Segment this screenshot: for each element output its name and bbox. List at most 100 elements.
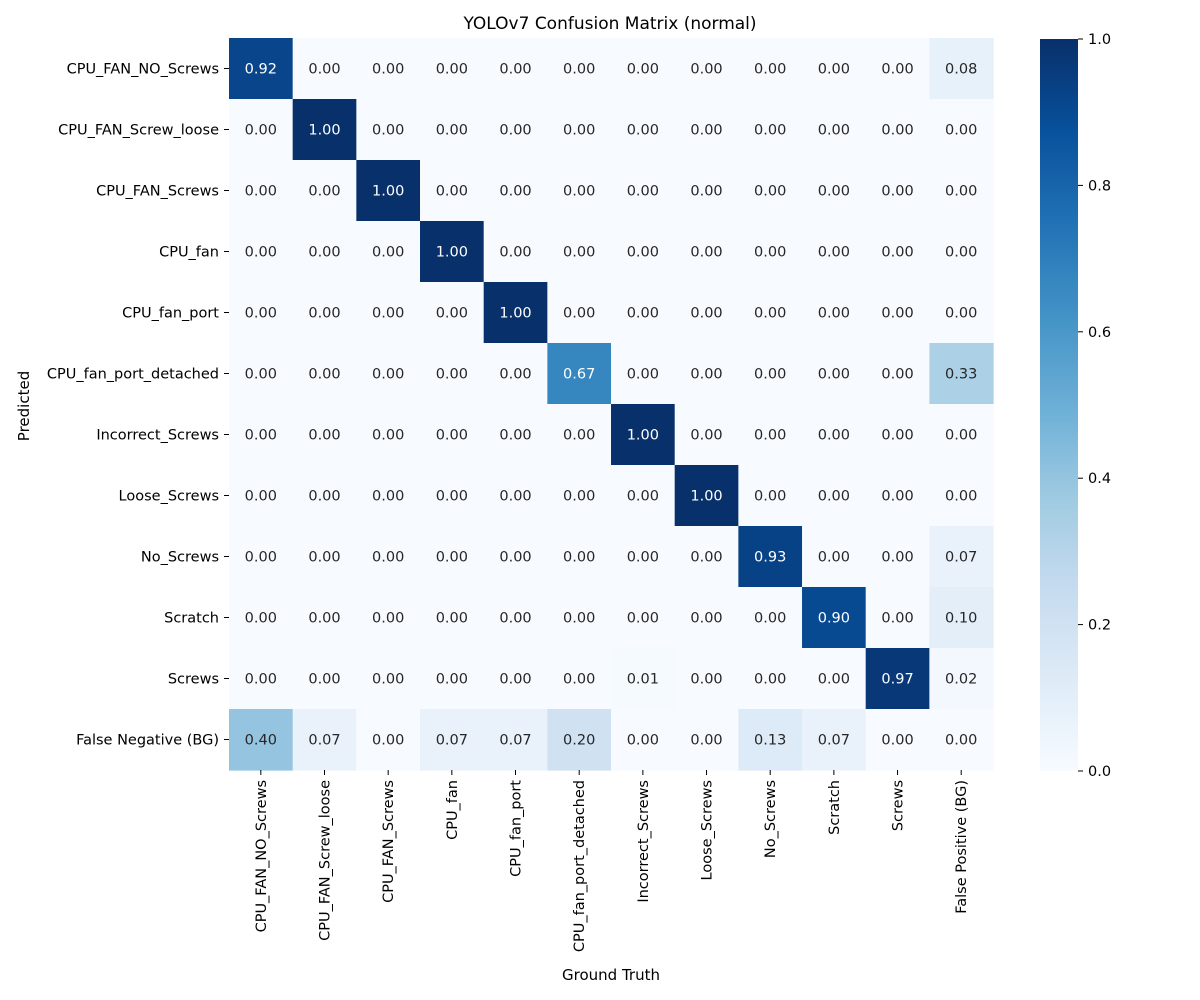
y-tick-label: CPU_fan xyxy=(159,245,219,261)
heatmap-cell xyxy=(674,709,739,771)
heatmap-cell xyxy=(674,465,739,527)
y-tick-label: CPU_FAN_Screws xyxy=(96,184,219,200)
cell-value-label: 0.07 xyxy=(436,733,468,749)
cell-value-label: 0.00 xyxy=(690,367,722,383)
heatmap-cell xyxy=(802,38,867,100)
cell-value-label: 0.00 xyxy=(627,489,659,505)
cell-value-label: 0.00 xyxy=(436,123,468,139)
heatmap-cell xyxy=(356,465,421,527)
heatmap-cell xyxy=(929,38,994,100)
heatmap-cell xyxy=(483,38,548,100)
heatmap-cell xyxy=(483,221,548,283)
cell-value-label: 0.00 xyxy=(563,672,595,688)
cell-value-label: 0.00 xyxy=(372,428,404,444)
cell-value-label: 0.00 xyxy=(563,123,595,139)
cell-value-label: 0.00 xyxy=(499,62,531,78)
heatmap-cell xyxy=(865,404,930,466)
cell-value-label: 0.40 xyxy=(245,733,277,749)
heatmap-cell xyxy=(611,282,676,344)
colorbar-tick-label: 0.0 xyxy=(1088,764,1111,780)
heatmap-cell xyxy=(547,526,612,588)
heatmap-cell xyxy=(611,587,676,649)
heatmap-cell xyxy=(802,587,867,649)
heatmap-cell xyxy=(292,526,357,588)
cell-value-label: 0.00 xyxy=(818,306,850,322)
heatmap-cell xyxy=(292,709,357,771)
heatmap-cell xyxy=(674,648,739,710)
cell-value-label: 0.00 xyxy=(945,306,977,322)
cell-value-label: 0.00 xyxy=(308,611,340,627)
heatmap-cell xyxy=(929,404,994,466)
cell-value-label: 0.00 xyxy=(436,672,468,688)
heatmap-cell xyxy=(929,282,994,344)
y-tick-label: CPU_FAN_Screw_loose xyxy=(58,123,219,139)
cell-value-label: 0.00 xyxy=(372,611,404,627)
heatmap-cell xyxy=(229,99,294,161)
cell-value-label: 1.00 xyxy=(690,489,722,505)
x-tick-label: CPU_FAN_Screws xyxy=(381,780,397,903)
heatmap-cell xyxy=(547,465,612,527)
heatmap-cell xyxy=(611,343,676,405)
cell-value-label: 0.00 xyxy=(881,367,913,383)
cell-value-label: 0.00 xyxy=(627,611,659,627)
heatmap-cell xyxy=(420,648,485,710)
heatmap-cell xyxy=(611,465,676,527)
heatmap-cell xyxy=(356,709,421,771)
cell-value-label: 0.00 xyxy=(436,489,468,505)
cell-value-label: 0.00 xyxy=(499,672,531,688)
heatmap-cell xyxy=(420,587,485,649)
cell-value-label: 0.00 xyxy=(945,489,977,505)
cell-value-label: 0.00 xyxy=(754,367,786,383)
cell-value-label: 0.90 xyxy=(818,611,850,627)
heatmap-cell xyxy=(738,404,803,466)
cell-value-label: 0.00 xyxy=(308,367,340,383)
heatmap-cell xyxy=(929,465,994,527)
heatmap-cell xyxy=(547,99,612,161)
cell-value-label: 0.00 xyxy=(245,550,277,566)
heatmap-cell xyxy=(865,221,930,283)
heatmap-cell xyxy=(356,38,421,100)
heatmap-cell xyxy=(738,38,803,100)
cell-value-label: 0.00 xyxy=(499,489,531,505)
y-tick-label: Loose_Screws xyxy=(119,489,219,505)
heatmap-cell xyxy=(292,221,357,283)
heatmap-cell xyxy=(802,221,867,283)
cell-value-label: 0.00 xyxy=(690,123,722,139)
heatmap-cell xyxy=(356,282,421,344)
cell-value-label: 0.00 xyxy=(945,123,977,139)
cell-value-label: 0.00 xyxy=(754,245,786,261)
cell-value-label: 0.00 xyxy=(372,245,404,261)
heatmap-cell xyxy=(229,160,294,222)
heatmap-cell xyxy=(356,526,421,588)
x-tick-label: CPU_fan_port xyxy=(509,780,525,877)
cell-value-label: 0.00 xyxy=(372,367,404,383)
cell-value-label: 0.00 xyxy=(754,184,786,200)
heatmap-cell xyxy=(865,587,930,649)
cell-value-label: 0.00 xyxy=(754,672,786,688)
heatmap-cell xyxy=(865,38,930,100)
cell-value-label: 0.00 xyxy=(690,184,722,200)
cell-value-label: 0.00 xyxy=(690,245,722,261)
heatmap-cell xyxy=(611,526,676,588)
cell-value-label: 0.00 xyxy=(245,489,277,505)
cell-value-label: 0.00 xyxy=(372,672,404,688)
heatmap-cell xyxy=(483,709,548,771)
colorbar-ticks: 0.0 0.2 0.4 0.6 0.8 1.0 xyxy=(1078,32,1111,780)
cell-value-label: 0.00 xyxy=(945,245,977,261)
heatmap-cell xyxy=(483,526,548,588)
heatmap-cell xyxy=(865,465,930,527)
x-tick-label: False Positive (BG) xyxy=(954,780,970,914)
cell-value-label: 0.00 xyxy=(245,245,277,261)
heatmap-cell xyxy=(292,38,357,100)
heatmap-cell xyxy=(356,587,421,649)
heatmap-cell xyxy=(356,343,421,405)
heatmap-cell xyxy=(611,648,676,710)
heatmap-cell xyxy=(483,99,548,161)
y-axis-label: Predicted xyxy=(15,371,33,441)
cell-value-label: 0.00 xyxy=(945,184,977,200)
cell-value-label: 0.00 xyxy=(245,611,277,627)
heatmap-cell xyxy=(674,282,739,344)
heatmap-cell xyxy=(802,526,867,588)
cell-value-label: 0.00 xyxy=(754,62,786,78)
